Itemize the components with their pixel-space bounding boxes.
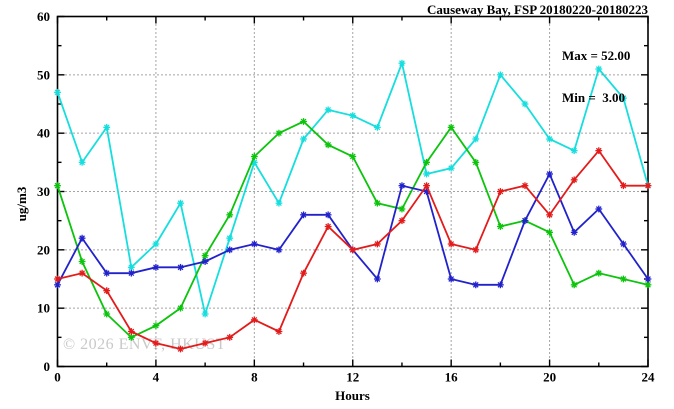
svg-text:16: 16 (445, 370, 459, 385)
svg-text:4: 4 (153, 370, 160, 385)
svg-text:40: 40 (37, 126, 50, 141)
svg-text:50: 50 (37, 67, 50, 82)
series-cyan (54, 59, 652, 318)
y-axis-label: ug/m3 (14, 186, 29, 222)
svg-text:8: 8 (251, 370, 258, 385)
x-tick-labels: 0 4 8 12 16 20 24 (54, 370, 655, 385)
svg-text:60: 60 (37, 9, 50, 24)
min-value-label: Min = 3.00 (562, 90, 626, 105)
axis-ticks (56, 15, 649, 368)
series-red (54, 147, 652, 353)
y-tick-labels: 0 10 20 30 40 50 60 (37, 9, 50, 374)
svg-text:24: 24 (642, 370, 656, 385)
svg-text:20: 20 (37, 242, 50, 257)
series-green (54, 118, 652, 341)
x-axis-label: Hours (335, 388, 370, 403)
maxmin-annotation: Max = 52.00 Min = 3.00 (562, 21, 630, 133)
gridlines (57, 16, 648, 367)
svg-text:0: 0 (54, 370, 61, 385)
svg-text:12: 12 (346, 370, 359, 385)
svg-text:10: 10 (37, 301, 50, 316)
svg-text:0: 0 (44, 359, 51, 374)
chart-title: Causeway Bay, FSP 20180220-20180223 (426, 2, 648, 17)
svg-text:20: 20 (543, 370, 556, 385)
svg-text:30: 30 (37, 184, 50, 199)
max-value-label: Max = 52.00 (562, 48, 631, 63)
